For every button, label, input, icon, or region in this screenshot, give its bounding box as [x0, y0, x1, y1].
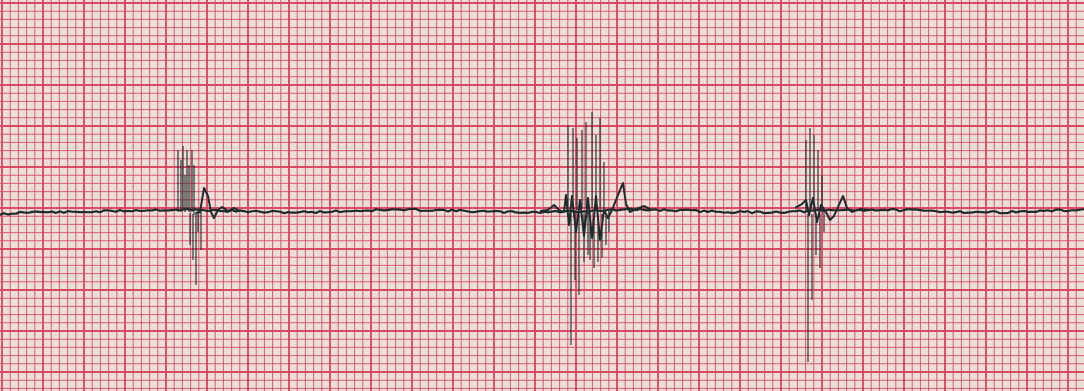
beat-1-spikes — [177, 146, 202, 285]
beat-2-burst — [539, 112, 653, 345]
beat-1-wave — [195, 187, 241, 219]
beat-3-spikes — [805, 128, 825, 362]
beat-3-wave — [794, 195, 871, 223]
beat-3 — [794, 128, 871, 362]
beat-2-wave — [539, 182, 653, 241]
beat-2-spikes — [567, 112, 610, 345]
beat-1 — [177, 146, 241, 285]
ecg-trace — [0, 112, 1084, 362]
